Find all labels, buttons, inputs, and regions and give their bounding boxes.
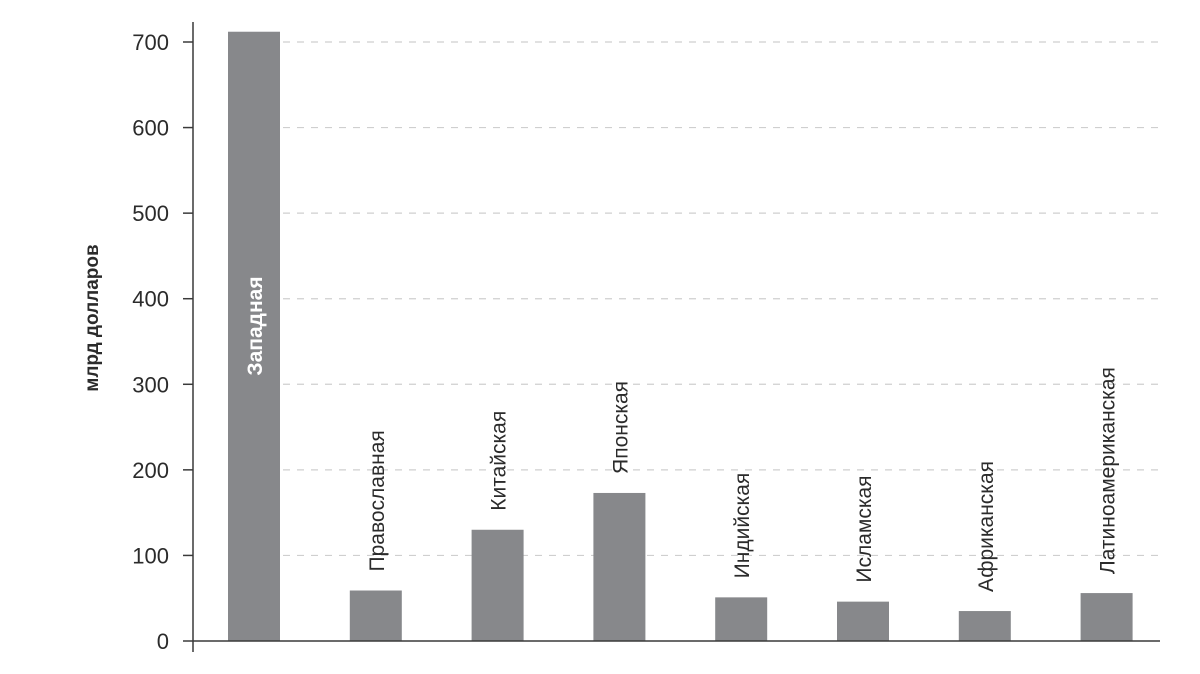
- bar-labels: Западная Православная Китайская Японская Инд…: [244, 276, 1120, 592]
- grid-lines: [283, 41, 1160, 557]
- bar: [958, 611, 1011, 641]
- bar: [1080, 593, 1133, 641]
- bar: [593, 492, 646, 641]
- bar: [837, 601, 889, 641]
- bar-label: Западная: [244, 276, 267, 375]
- bar-label: Исламская: [853, 475, 876, 582]
- y-tick-label: 200: [132, 458, 169, 483]
- y-tick-label: 700: [132, 30, 169, 55]
- y-tick-label: 0: [157, 629, 169, 654]
- bar-label: Африканская: [975, 461, 998, 592]
- bar-label: Китайская: [488, 411, 511, 511]
- y-tick-label: 400: [132, 287, 169, 312]
- bar: [349, 590, 402, 641]
- bar: [715, 597, 768, 641]
- bar: [471, 529, 524, 641]
- bar: [228, 31, 280, 641]
- y-tick-label: 300: [132, 372, 169, 397]
- bars: [228, 31, 1133, 641]
- bar-label: Латиноамериканская: [1097, 367, 1120, 574]
- bar-label: Православная: [366, 430, 389, 571]
- y-tick-label: 100: [132, 543, 169, 568]
- y-tick-label: 600: [132, 116, 169, 141]
- y-axis-ticks: 0 100 200 300 400 500 600 700: [132, 30, 193, 654]
- bar-label: Японская: [609, 381, 632, 474]
- bar-label: Индийская: [731, 473, 754, 579]
- y-axis-label: млрд долларов: [82, 244, 103, 391]
- y-tick-label: 500: [132, 201, 169, 226]
